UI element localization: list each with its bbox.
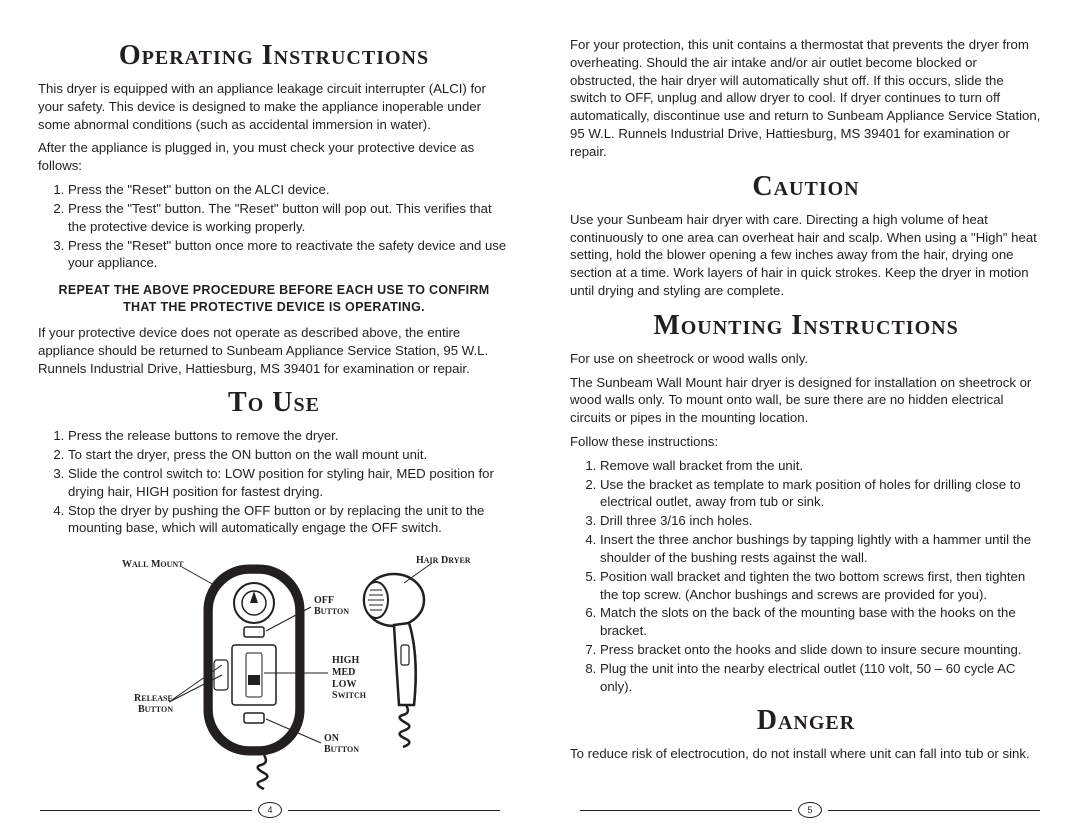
repeat-line2: THAT THE PROTECTIVE DEVICE IS OPERATING. <box>123 300 425 314</box>
danger-title: Danger <box>570 705 1042 737</box>
list-item: Plug the unit into the nearby electrical… <box>600 660 1042 696</box>
right-footer: 5 <box>580 800 1040 820</box>
list-item: Match the slots on the back of the mount… <box>600 604 1042 640</box>
list-item: Position wall bracket and tighten the tw… <box>600 568 1042 604</box>
svg-text:WALL MOUNT: WALL MOUNT <box>122 559 184 570</box>
mount-lead3: Follow these instructions: <box>570 433 1042 451</box>
list-item: Press the "Reset" button on the ALCI dev… <box>68 181 510 199</box>
svg-text:OFF: OFF <box>314 595 334 606</box>
overheat-text: For your protection, this unit contains … <box>570 36 1042 161</box>
svg-text:RELEASE: RELEASE <box>134 693 173 704</box>
op-intro: This dryer is equipped with an appliance… <box>38 80 510 133</box>
svg-text:MED: MED <box>332 667 355 678</box>
list-item: Use the bracket as template to mark posi… <box>600 476 1042 512</box>
list-item: Press bracket onto the hooks and slide d… <box>600 641 1042 659</box>
svg-text:LOW: LOW <box>332 679 356 690</box>
footer-line <box>288 810 500 811</box>
left-page: Operating Instructions This dryer is equ… <box>0 0 540 834</box>
repeat-line1: REPEAT THE ABOVE PROCEDURE BEFORE EACH U… <box>59 283 490 297</box>
svg-text:BUTTON: BUTTON <box>138 704 173 715</box>
list-item: Remove wall bracket from the unit. <box>600 457 1042 475</box>
page-number: 5 <box>798 802 822 818</box>
svg-text:SWITCH: SWITCH <box>332 690 367 701</box>
svg-text:BUTTON: BUTTON <box>314 606 349 617</box>
danger-text: To reduce risk of electrocution, do not … <box>570 745 1042 763</box>
list-item: To start the dryer, press the ON button … <box>68 446 510 464</box>
left-footer: 4 <box>40 800 500 820</box>
svg-text:HAIR DRYER: HAIR DRYER <box>416 555 471 566</box>
right-page: For your protection, this unit contains … <box>540 0 1080 834</box>
list-item: Press the release buttons to remove the … <box>68 427 510 445</box>
list-item: Slide the control switch to: LOW positio… <box>68 465 510 501</box>
mount-lead1: For use on sheetrock or wood walls only. <box>570 350 1042 368</box>
dryer-diagram-svg: WALL MOUNT RELEASE BUTTON OFF BUTTON HIG… <box>74 545 474 795</box>
svg-text:ON: ON <box>324 733 340 744</box>
repeat-procedure: REPEAT THE ABOVE PROCEDURE BEFORE EACH U… <box>38 282 510 316</box>
return-text: If your protective device does not opera… <box>38 324 510 377</box>
list-item: Drill three 3/16 inch holes. <box>600 512 1042 530</box>
caution-text: Use your Sunbeam hair dryer with care. D… <box>570 211 1042 300</box>
svg-text:BUTTON: BUTTON <box>324 744 359 755</box>
mounting-title: Mounting Instructions <box>570 310 1042 342</box>
mount-steps: Remove wall bracket from the unit. Use t… <box>570 457 1042 696</box>
to-use-title: To Use <box>38 387 510 419</box>
footer-line <box>828 810 1040 811</box>
diagram: WALL MOUNT RELEASE BUTTON OFF BUTTON HIG… <box>38 545 510 800</box>
list-item: Press the "Test" button. The "Reset" but… <box>68 200 510 236</box>
to-use-steps: Press the release buttons to remove the … <box>38 427 510 537</box>
footer-line <box>40 810 252 811</box>
svg-text:HIGH: HIGH <box>332 655 359 666</box>
footer-line <box>580 810 792 811</box>
op-lead1: After the appliance is plugged in, you m… <box>38 139 510 175</box>
page-number: 4 <box>258 802 282 818</box>
caution-title: Caution <box>570 171 1042 203</box>
list-item: Press the "Reset" button once more to re… <box>68 237 510 273</box>
op-instructions-title: Operating Instructions <box>38 40 510 72</box>
list-item: Stop the dryer by pushing the OFF button… <box>68 502 510 538</box>
list-item: Insert the three anchor bushings by tapp… <box>600 531 1042 567</box>
mount-lead2: The Sunbeam Wall Mount hair dryer is des… <box>570 374 1042 427</box>
op-steps1: Press the "Reset" button on the ALCI dev… <box>38 181 510 272</box>
